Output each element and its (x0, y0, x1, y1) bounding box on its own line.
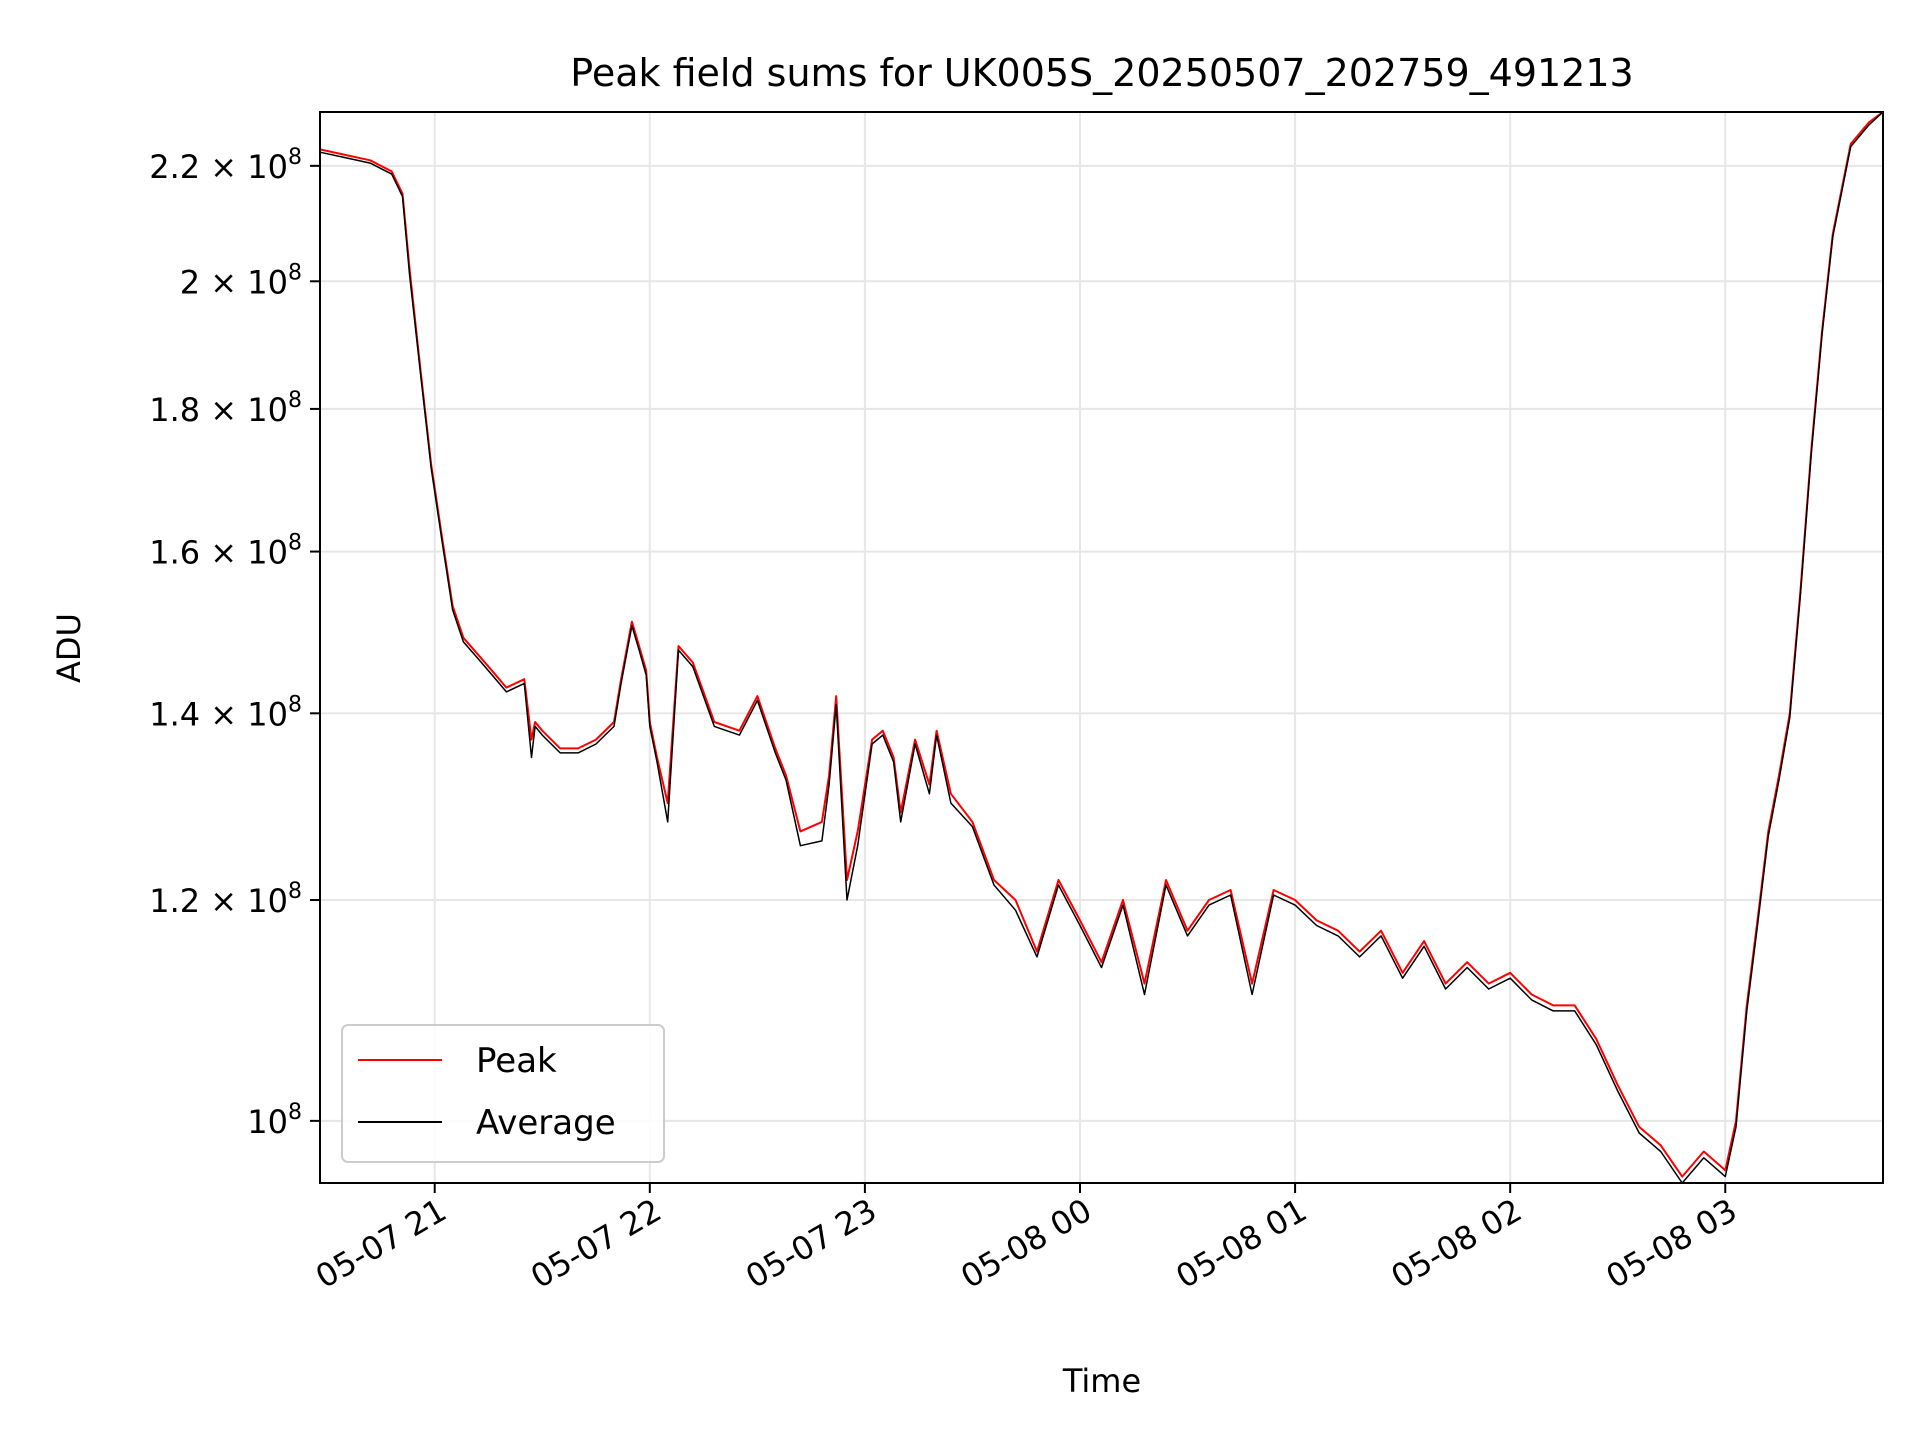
x-tick-label: 05-08 01 (1169, 1191, 1313, 1296)
y-tick-label: 1.8 × 108 (149, 388, 302, 429)
x-tick-label: 05-08 03 (1600, 1191, 1744, 1296)
x-tick-label: 05-07 21 (309, 1191, 453, 1296)
y-tick-label: 2 × 108 (180, 260, 302, 301)
x-axis-label: Time (1062, 1362, 1141, 1400)
y-tick-label: 2.2 × 108 (149, 145, 302, 186)
legend-label-average: Average (476, 1103, 616, 1143)
legend-label-peak: Peak (476, 1041, 557, 1081)
y-tick-label: 108 (247, 1100, 302, 1141)
x-tick-label: 05-07 22 (524, 1191, 668, 1296)
x-axis: 05-07 21 05-07 22 05-07 23 05-08 00 05-08 01… (309, 1183, 1743, 1296)
y-tick-label: 1.6 × 108 (149, 531, 302, 572)
y-axis-label: ADU (50, 613, 88, 683)
plot-frame (319, 111, 1884, 1184)
x-tick-label: 05-08 02 (1385, 1191, 1529, 1296)
y-tick-label: 1.2 × 108 (149, 879, 302, 920)
y-axis: 108 1.2 × 108 1.4 × 108 1.6 × 108 1.8 × 108 2… (149, 145, 320, 1141)
x-tick-label: 05-08 00 (954, 1191, 1098, 1296)
legend: Peak Average (341, 1024, 665, 1163)
series-layer (319, 111, 1884, 1184)
series-line-peak (319, 111, 1884, 1178)
chart-title: Peak field sums for UK005S_20250507_2027… (570, 51, 1633, 95)
x-tick-label: 05-07 23 (739, 1191, 883, 1296)
y-tick-label: 1.4 × 108 (149, 692, 302, 733)
series-line-average (319, 111, 1884, 1184)
grid (320, 112, 1883, 1183)
